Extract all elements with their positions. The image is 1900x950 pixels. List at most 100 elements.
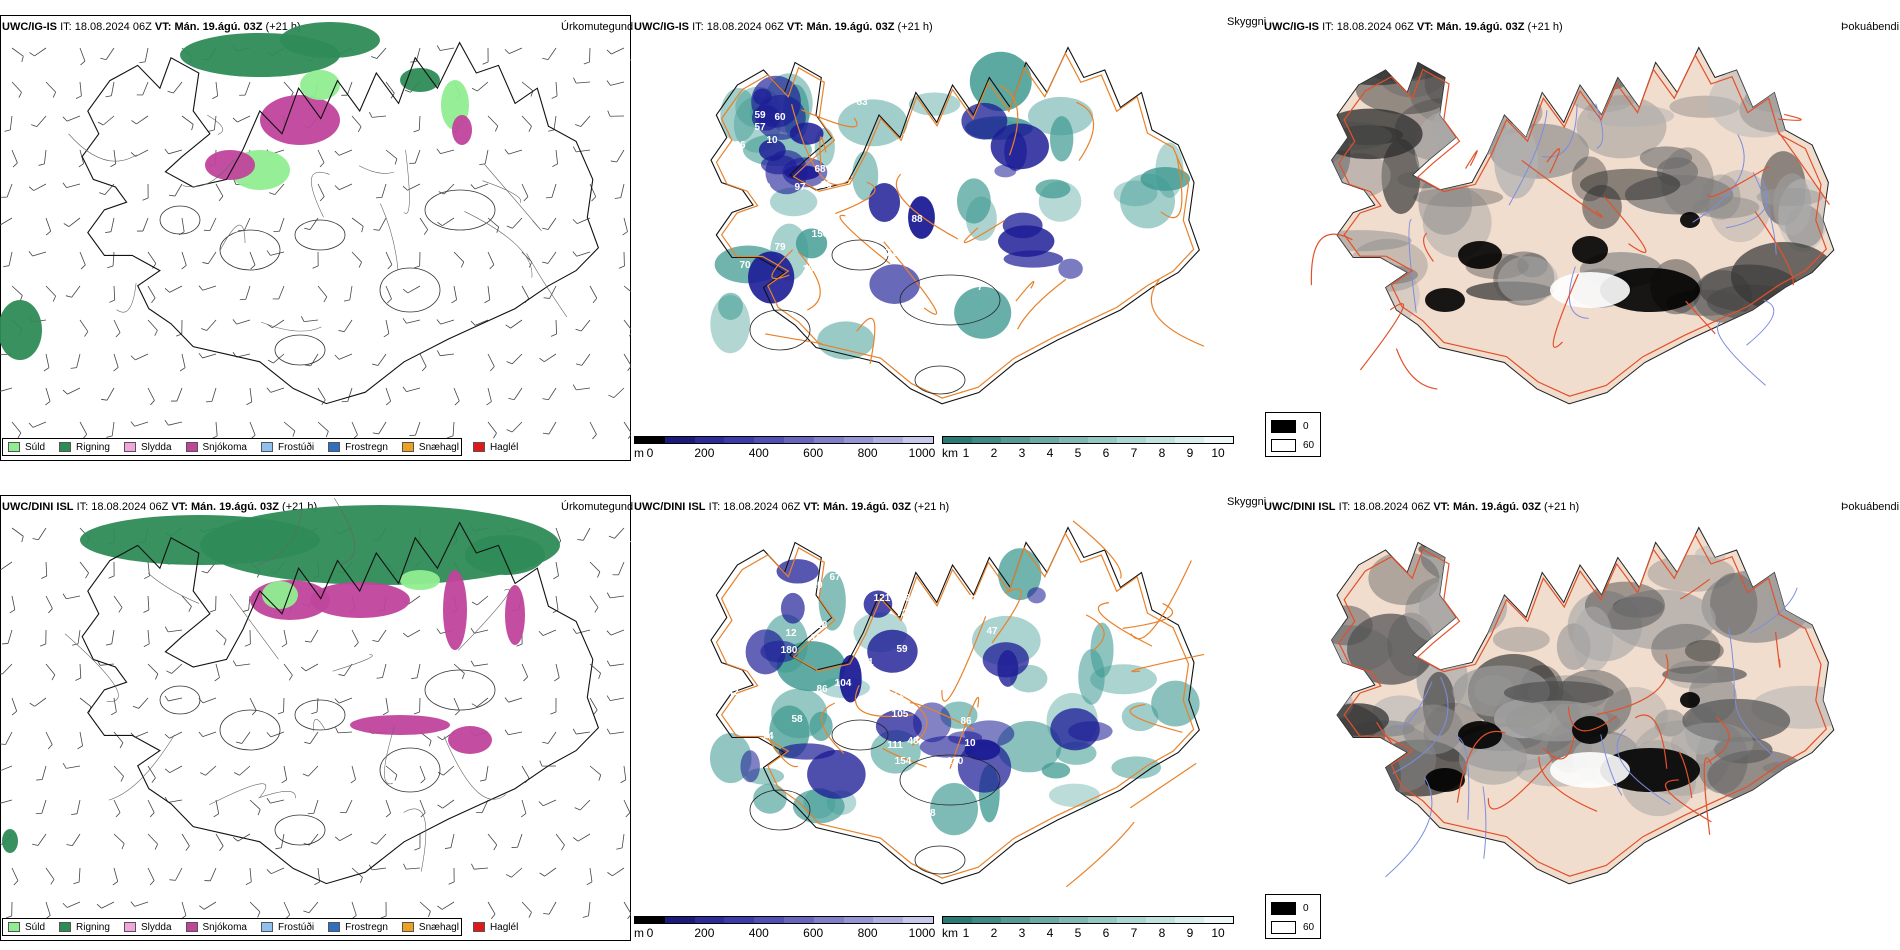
wind-barb-feather <box>504 729 509 735</box>
fog-index-map[interactable] <box>0 0 1900 475</box>
river <box>1394 681 1433 729</box>
cloud-base-value: 10 <box>964 738 976 749</box>
wind-barb <box>45 561 48 577</box>
wind-barb <box>317 285 328 298</box>
wind-barb <box>443 183 455 195</box>
glacier-outline <box>424 669 496 711</box>
river <box>1735 698 1784 765</box>
valid-time: Mán. 19.ágú. 03Z <box>822 501 911 513</box>
low-cloud-area <box>868 182 901 222</box>
wind-barb <box>453 251 465 263</box>
visibility-colorbar: km 1 2 3 4 5 6 7 8 9 10 <box>942 916 1234 940</box>
wind-barb <box>476 595 489 606</box>
cloud-base-value: 71 <box>892 689 904 700</box>
wind-barb-feather <box>629 332 631 337</box>
wind-barb <box>481 799 489 813</box>
fog-index-map[interactable] <box>0 475 1900 950</box>
road <box>895 173 959 240</box>
wind-barb <box>576 81 591 84</box>
wind-barb <box>419 901 431 912</box>
wind-barb-feather <box>181 265 187 270</box>
wind-barb <box>613 387 625 398</box>
visibility-area <box>1027 96 1094 136</box>
wind-barb-feather <box>191 124 194 131</box>
cloud-base-value: 90 <box>878 230 890 241</box>
road <box>332 654 373 672</box>
wind-barb <box>270 799 285 804</box>
wind-barb <box>487 353 495 367</box>
colorbar-cell <box>1001 917 1030 923</box>
valid-time: Mán. 19.ágú. 03Z <box>1436 21 1525 33</box>
precip-legend-item: Slydda <box>123 442 172 453</box>
cloud-base-value: 154 <box>895 756 912 767</box>
precip-type-map[interactable] <box>0 475 631 950</box>
low-cloud-area <box>957 741 1012 793</box>
wind-barb <box>2 663 13 675</box>
wind-barb <box>474 319 489 326</box>
wind-barb-feather <box>402 318 407 324</box>
wind-barb-feather <box>616 847 623 850</box>
wind-barb-feather <box>470 320 476 326</box>
wind-barb <box>610 81 625 86</box>
cloud-base-value: 12 <box>668 117 680 128</box>
wind-barb-feather <box>18 92 22 98</box>
wind-barb-feather <box>572 628 577 634</box>
road-network <box>64 497 510 872</box>
cloud-base-value: 48 <box>946 289 958 300</box>
wind-barb-feather <box>201 570 208 574</box>
wind-barb <box>36 115 47 127</box>
low-cloud-area <box>994 164 1017 178</box>
wind-barb-feather <box>608 394 615 398</box>
fog-index-patch <box>1579 168 1681 201</box>
precip-area <box>310 582 410 618</box>
wind-barb <box>521 81 534 92</box>
wind-barb-feather <box>597 571 601 578</box>
fog-index-patch <box>1684 639 1724 662</box>
cloud-base-value: 228 <box>811 620 828 631</box>
wind-barb <box>111 81 115 96</box>
cloud-base-value: 104 <box>668 602 685 613</box>
cloud-base-value: 123 <box>654 582 671 593</box>
wind-barb <box>45 663 56 676</box>
precip-legend-label: Snjókoma <box>202 921 247 933</box>
wind-barb-feather <box>586 881 593 886</box>
wind-barb <box>215 799 220 814</box>
visibility-area <box>956 178 991 224</box>
wind-barb-feather <box>482 61 489 65</box>
wind-barb-feather <box>371 56 377 59</box>
road <box>765 333 823 345</box>
colorbar-cell <box>1059 437 1088 443</box>
road <box>1359 303 1405 371</box>
wind-barb-feather <box>130 901 135 907</box>
wind-barb-feather <box>319 162 325 168</box>
road-network <box>1310 53 1830 397</box>
road-network <box>68 114 568 332</box>
wind-barb <box>202 285 217 291</box>
wind-barb-feather <box>62 116 68 122</box>
wind-barb-feather <box>539 872 545 877</box>
wind-barb-feather <box>413 711 420 715</box>
wind-barb-feather <box>538 630 544 636</box>
road <box>443 736 507 800</box>
road <box>1456 730 1506 803</box>
road <box>821 702 845 755</box>
wind-barb <box>338 697 353 704</box>
wind-barb <box>338 149 353 156</box>
colorbar-cell <box>1030 437 1059 443</box>
wind-barb-feather <box>523 196 529 202</box>
road <box>207 114 224 135</box>
precip-type-map[interactable] <box>0 0 631 475</box>
wind-barb-feather <box>28 250 33 257</box>
cloud-base-value: 146 <box>862 730 879 741</box>
wind-barb-feather <box>164 148 169 155</box>
wind-barb <box>8 251 13 266</box>
wind-barb-feather <box>235 741 243 744</box>
precip-areas <box>0 22 472 360</box>
wind-barb-feather <box>573 77 577 84</box>
precip-legend-item: Haglél <box>472 442 518 453</box>
wind-barb-feather <box>198 698 204 704</box>
precip-legend-item: Frostúði <box>260 922 314 933</box>
road <box>1679 578 1710 600</box>
